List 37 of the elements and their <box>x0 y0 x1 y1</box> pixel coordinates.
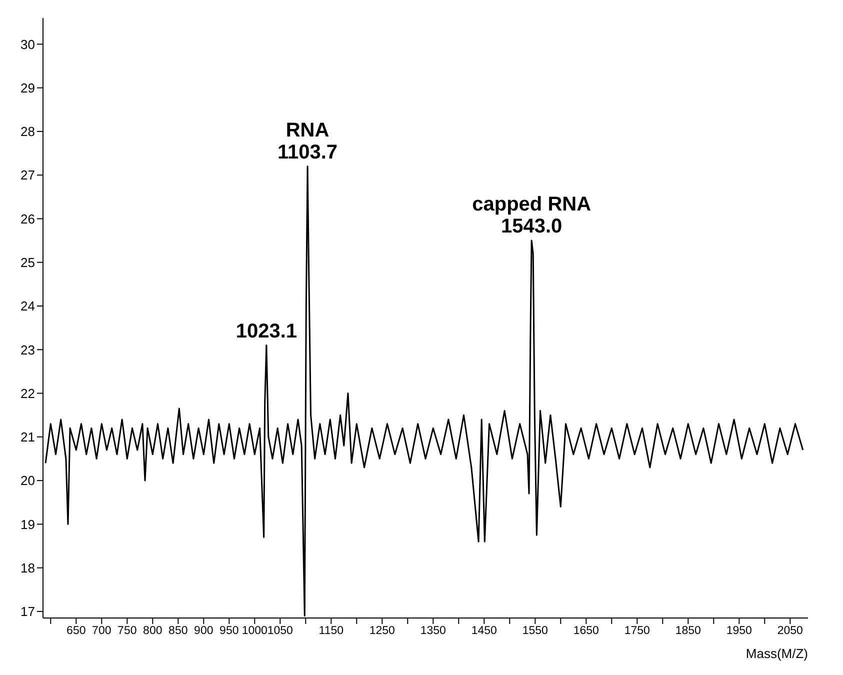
annotation: RNA 1103.7 <box>278 119 338 164</box>
x-axis-title: Mass(M/Z) <box>746 646 808 661</box>
x-tick-label: 1050 <box>267 625 293 638</box>
x-tick-label: 850 <box>168 625 188 638</box>
x-tick-label: 700 <box>92 625 112 638</box>
y-tick-label: 20 <box>20 473 35 488</box>
y-tick-label: 28 <box>20 124 35 140</box>
y-tick-label: 24 <box>20 298 35 314</box>
y-tick-label: 25 <box>20 254 35 270</box>
y-tick-label: 27 <box>20 168 35 183</box>
y-tick-label: 30 <box>20 36 35 52</box>
y-tick-label: 19 <box>20 516 35 532</box>
x-tick-label: 650 <box>66 625 86 638</box>
y-tick-label: 17 <box>20 604 35 620</box>
y-tick-label: 23 <box>20 342 35 358</box>
y-tick-label: 29 <box>20 80 35 96</box>
x-tick-label: 1650 <box>573 625 599 638</box>
x-tick-label: 800 <box>143 625 162 638</box>
x-tick-label: 1350 <box>420 625 446 638</box>
x-tick-label: 1550 <box>522 625 548 638</box>
annotation: capped RNA 1543.0 <box>472 194 592 238</box>
y-tick-label: 18 <box>20 560 35 576</box>
x-tick-label: 1950 <box>726 625 752 638</box>
x-tick-label: 1150 <box>318 625 344 638</box>
x-tick-label: 1250 <box>369 625 395 638</box>
x-tick-label: 1850 <box>675 625 701 638</box>
x-tick-label: 950 <box>220 625 239 638</box>
y-tick-label: 21 <box>20 430 35 445</box>
y-tick-label: 26 <box>20 211 35 226</box>
x-tick-label: 1000 <box>242 625 268 638</box>
x-tick-label: 1750 <box>624 625 650 638</box>
y-tick-label: 22 <box>20 386 35 401</box>
x-tick-label: 900 <box>194 625 214 638</box>
x-tick-label: 2050 <box>777 625 803 638</box>
annotation: 1023.1 <box>236 320 298 342</box>
x-tick-label: 750 <box>118 625 137 638</box>
x-tick-label: 1450 <box>471 625 497 638</box>
